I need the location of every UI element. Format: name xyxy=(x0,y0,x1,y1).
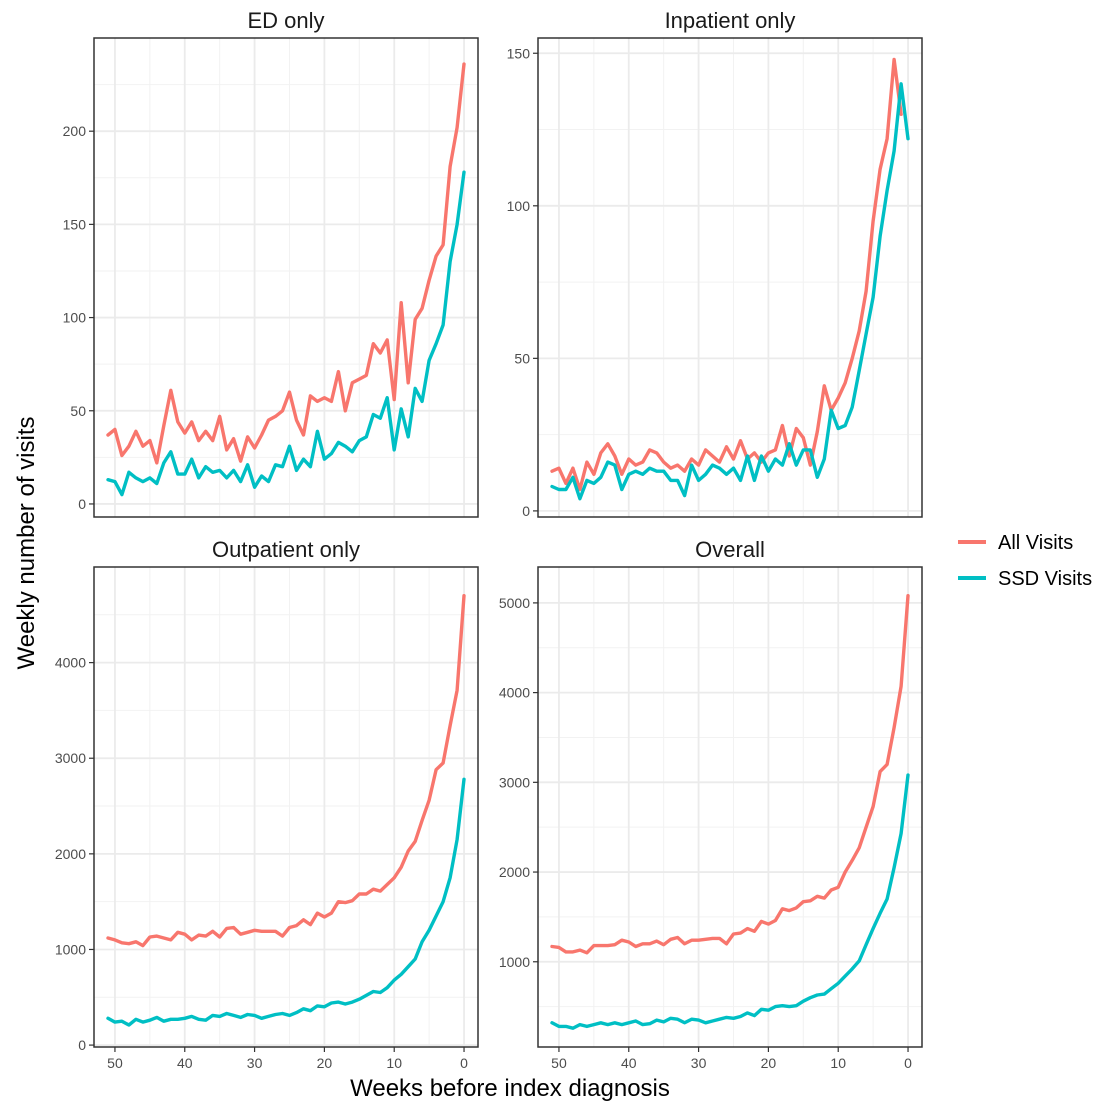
x-tick-label: 10 xyxy=(386,1055,402,1071)
panel-title: Overall xyxy=(695,537,765,562)
y-tick-label: 0 xyxy=(78,1037,86,1053)
y-tick-label: 3000 xyxy=(55,750,86,766)
panel-border xyxy=(537,566,923,1048)
legend-label-all-visits: All Visits xyxy=(998,532,1073,554)
y-tick-label: 100 xyxy=(507,198,531,214)
series-line-all-visits xyxy=(550,594,910,955)
panel-border xyxy=(93,37,479,518)
series-line-ssd-visits xyxy=(550,82,910,501)
legend: All Visits SSD Visits xyxy=(958,532,1092,590)
panel-title: Outpatient only xyxy=(212,537,360,562)
y-tick-label: 5000 xyxy=(499,595,530,611)
panel-overall: 1000 2000 3000 4000 5000 50 40 30 20 10 0 Overall xyxy=(499,537,923,1071)
panel-background xyxy=(94,567,478,1047)
y-tick-label: 150 xyxy=(63,216,87,232)
panel-border xyxy=(537,37,923,518)
y-tick-label: 100 xyxy=(63,310,87,326)
x-tick-label: 40 xyxy=(177,1055,193,1071)
panel-inpatient-only: 0 50 100 150 Inpatient only xyxy=(507,8,923,519)
panel-background xyxy=(538,567,922,1047)
x-tick-label: 0 xyxy=(460,1055,468,1071)
panel-title: Inpatient only xyxy=(665,8,796,33)
y-tick-label: 1000 xyxy=(55,941,86,957)
panel-outpatient-only: 0 1000 2000 3000 4000 50 40 30 20 10 0 Outpatient o… xyxy=(55,537,479,1071)
y-tick-label: 2000 xyxy=(55,846,86,862)
y-tick-label: 0 xyxy=(522,503,530,519)
series-line-all-visits xyxy=(550,57,903,492)
panel-title: ED only xyxy=(247,8,324,33)
x-tick-label: 20 xyxy=(761,1055,777,1071)
y-tick-label: 50 xyxy=(70,403,86,419)
y-tick-label: 4000 xyxy=(499,685,530,701)
x-tick-label: 0 xyxy=(904,1055,912,1071)
y-tick-label: 50 xyxy=(514,350,530,366)
y-tick-label: 150 xyxy=(507,45,531,61)
y-tick-label: 0 xyxy=(78,496,86,512)
legend-label-ssd-visits: SSD Visits xyxy=(998,568,1092,590)
x-tick-label: 30 xyxy=(691,1055,707,1071)
panel-ed-only: 0 50 100 150 200 ED only xyxy=(63,8,479,518)
panel-background xyxy=(94,38,478,517)
series-line-all-visits xyxy=(106,62,466,465)
y-tick-label: 4000 xyxy=(55,655,86,671)
y-tick-label: 200 xyxy=(63,123,87,139)
x-tick-label: 20 xyxy=(317,1055,333,1071)
panel-border xyxy=(93,566,479,1048)
panel-background xyxy=(538,38,922,517)
y-tick-label: 2000 xyxy=(499,864,530,880)
y-axis-title: Weekly number of visits xyxy=(13,417,40,670)
y-tick-label: 3000 xyxy=(499,774,530,790)
x-tick-label: 30 xyxy=(247,1055,263,1071)
x-tick-label: 40 xyxy=(621,1055,637,1071)
x-tick-label: 10 xyxy=(830,1055,846,1071)
x-tick-label: 50 xyxy=(551,1055,567,1071)
x-axis-title: Weeks before index diagnosis xyxy=(350,1075,670,1102)
x-tick-label: 50 xyxy=(107,1055,123,1071)
series-line-ssd-visits xyxy=(106,777,466,1027)
series-line-all-visits xyxy=(106,594,466,948)
series-line-ssd-visits xyxy=(550,773,910,1030)
y-tick-label: 1000 xyxy=(499,954,530,970)
series-line-ssd-visits xyxy=(106,170,466,497)
